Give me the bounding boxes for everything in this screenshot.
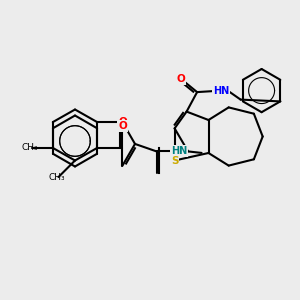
Text: O: O — [176, 74, 185, 84]
Text: HN: HN — [213, 85, 229, 96]
Text: O: O — [118, 117, 127, 127]
Text: HN: HN — [171, 146, 187, 156]
Text: O: O — [118, 121, 127, 131]
Text: CH₃: CH₃ — [49, 172, 65, 182]
Text: CH₃: CH₃ — [22, 143, 39, 152]
Text: S: S — [171, 155, 178, 166]
